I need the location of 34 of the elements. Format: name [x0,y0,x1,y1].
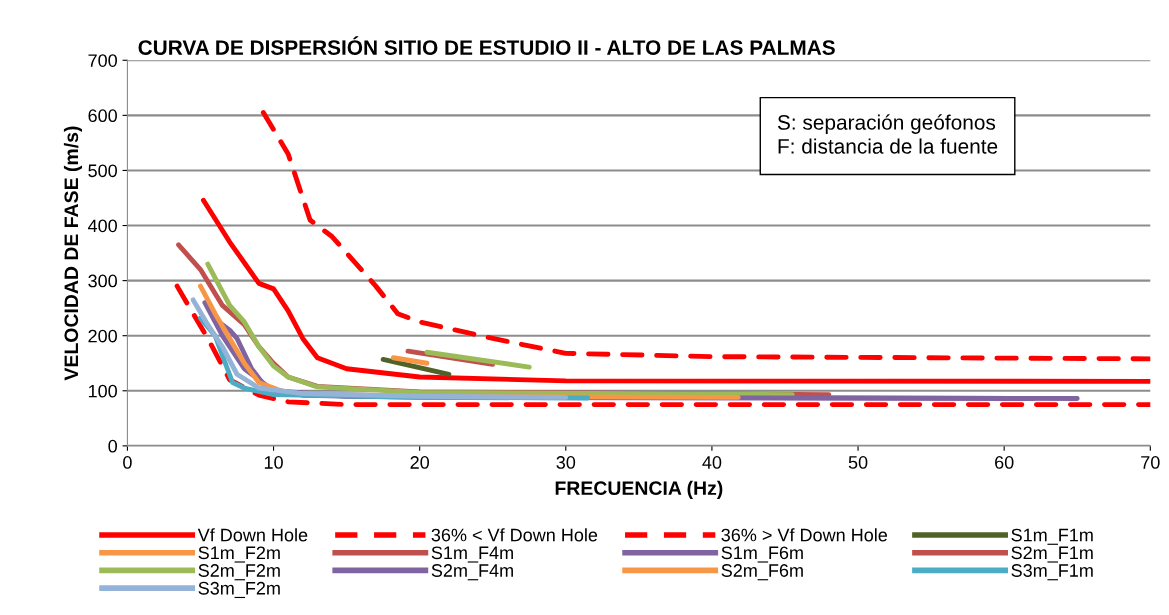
y-tick-label: 300 [88,274,117,288]
y-tick-label: 600 [88,109,117,123]
x-tick-label: 0 [123,456,132,469]
legend-label: S3m_F1m [1011,564,1093,581]
legend-label: Vf Down Hole [197,528,308,542]
legend-label: S1m_F6m [721,546,803,563]
y-tick-label: 700 [88,54,117,67]
chart-title: CURVA DE DISPERSIÓN SITIO DE ESTUDIO II - ALTO DE LAS PALMAS [138,36,835,55]
legend-label: S2m_F2m [198,564,280,581]
x-tick-label: 60 [995,456,1014,469]
y-tick-label: 100 [88,384,117,398]
legend-label: S3m_F2m [198,581,280,599]
legend-label: S2m_F4m [431,564,513,581]
y-axis-title: VELOCIDAD DE FASE (m/s) [63,126,83,381]
x-tick-label: 50 [848,456,868,469]
annotation: F: distancia de la fuente [778,138,998,154]
y-tick-label: 500 [88,164,117,178]
legend-label: 36% < Vf Down Hole [431,528,598,542]
annotation: S: separación geófonos [777,114,996,134]
legend-label: 36% > Vf Down Hole [721,528,888,542]
y-tick-label: 400 [87,219,117,233]
legend-label: S2m_F1m [1011,546,1093,563]
x-tick-label: 10 [264,456,283,469]
x-tick-label: 40 [702,456,722,469]
x-tick-label: 70 [1141,456,1160,469]
legend-label: S1m_F2m [198,546,280,563]
legend-label: S1m_F1m [1011,528,1093,545]
x-tick-label: 30 [556,456,576,469]
x-axis-title: FRECUENCIA (Hz) [555,480,723,499]
legend-label: S1m_F4m [431,546,513,563]
x-tick-label: 20 [410,456,430,469]
legend-label: S2m_F6m [721,564,803,581]
y-tick-label: 0 [108,439,117,453]
y-tick-label: 200 [88,329,117,343]
